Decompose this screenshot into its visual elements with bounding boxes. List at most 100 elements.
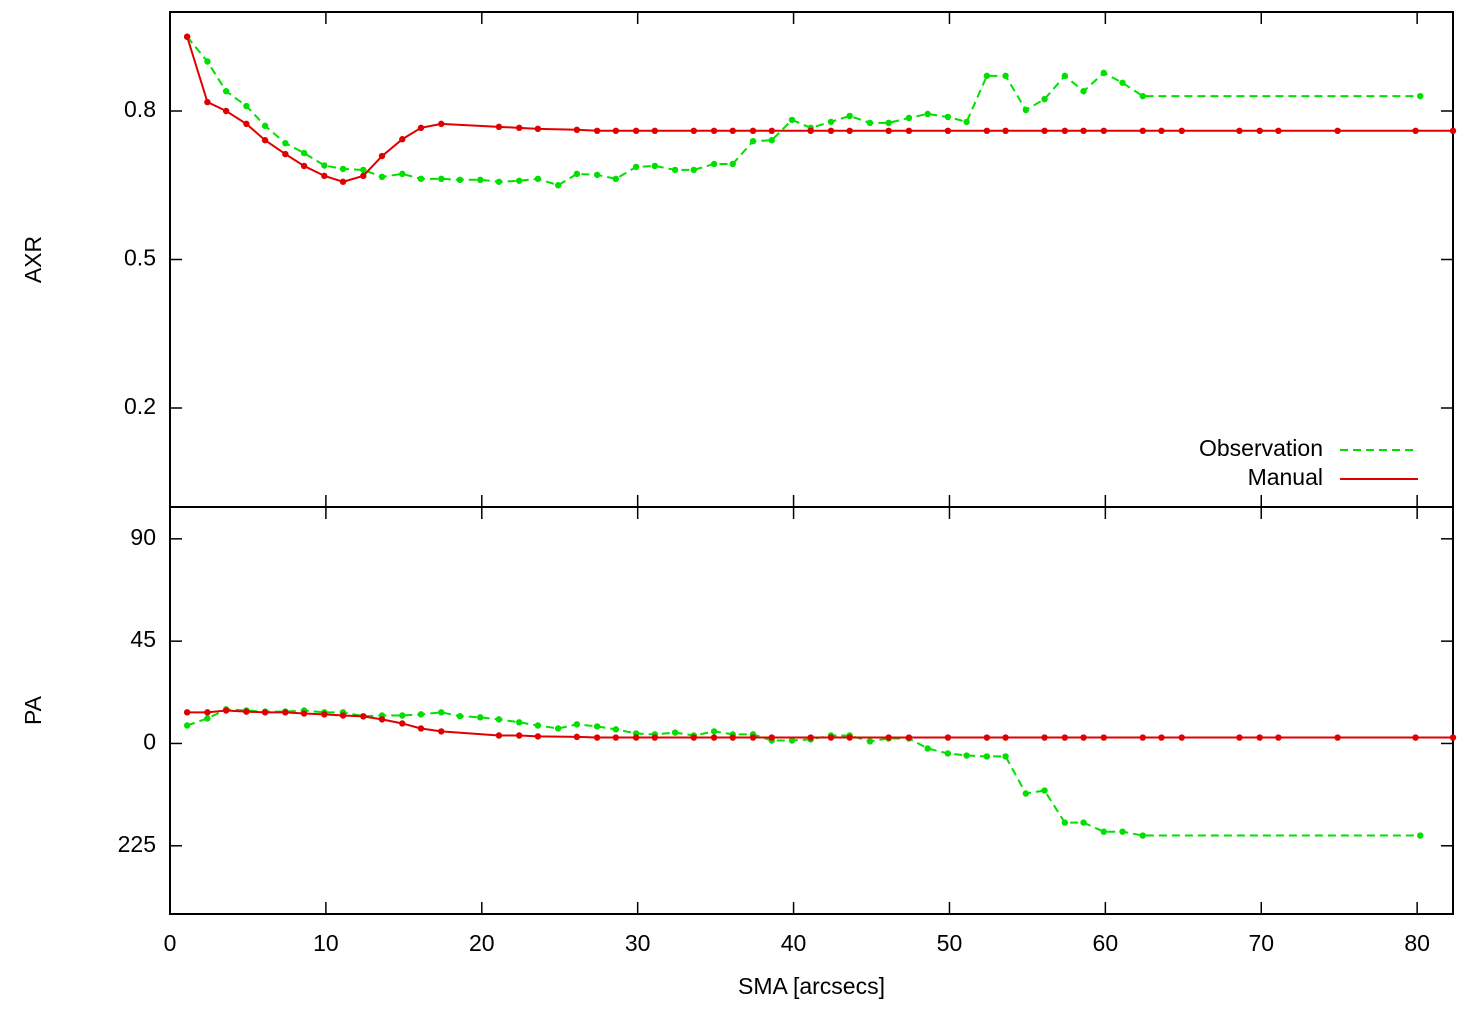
point — [204, 58, 211, 65]
point — [1041, 787, 1048, 794]
x-tick-label: 0 — [164, 930, 177, 956]
point — [417, 124, 425, 132]
point — [690, 127, 698, 134]
x-tick-label: 40 — [781, 930, 807, 956]
point — [495, 123, 503, 131]
x-tick-label: 20 — [469, 930, 495, 956]
point — [1100, 734, 1107, 741]
point — [204, 98, 211, 106]
point — [866, 738, 874, 745]
point — [1002, 72, 1009, 80]
point — [1275, 127, 1282, 134]
point — [321, 162, 328, 169]
point — [1100, 127, 1107, 134]
point — [1100, 828, 1107, 835]
point — [183, 33, 191, 40]
point — [339, 165, 347, 173]
point — [282, 139, 289, 147]
point — [1139, 127, 1146, 134]
point — [846, 127, 853, 134]
point — [456, 712, 464, 720]
point — [360, 713, 367, 720]
point — [1139, 832, 1146, 839]
point — [222, 88, 230, 95]
y-tick-label: 0 — [143, 729, 156, 755]
point — [1119, 828, 1126, 835]
point — [534, 125, 542, 133]
point — [282, 150, 289, 158]
point — [399, 720, 406, 727]
point — [1041, 95, 1048, 103]
point — [438, 120, 445, 128]
point — [905, 127, 913, 134]
point — [1139, 734, 1146, 741]
point — [749, 127, 757, 134]
point — [360, 172, 367, 180]
point — [378, 173, 386, 181]
point — [593, 734, 601, 741]
point — [573, 733, 581, 741]
point — [983, 753, 991, 760]
point — [321, 711, 328, 718]
point — [1061, 734, 1069, 741]
point — [360, 166, 367, 174]
point — [612, 127, 620, 134]
point — [243, 120, 250, 128]
point — [1061, 819, 1069, 826]
point — [768, 137, 775, 144]
point — [710, 728, 718, 735]
point — [749, 137, 757, 145]
point — [866, 119, 874, 127]
point — [516, 732, 523, 739]
point — [1417, 832, 1424, 839]
point — [1275, 734, 1282, 741]
point — [339, 178, 347, 185]
y-tick-label: 225 — [118, 831, 156, 857]
x-tick-label: 10 — [313, 930, 339, 956]
point — [1061, 72, 1069, 80]
point — [183, 722, 191, 729]
point — [788, 116, 796, 124]
point — [944, 127, 952, 134]
point — [1080, 819, 1087, 826]
point — [905, 114, 913, 122]
point — [282, 709, 289, 716]
point — [807, 734, 814, 741]
point — [204, 715, 211, 722]
point — [477, 714, 484, 721]
legend-label: Manual — [1248, 464, 1323, 490]
point — [1236, 127, 1243, 134]
point — [1002, 734, 1009, 741]
point — [1334, 734, 1341, 741]
point — [1236, 734, 1243, 741]
point — [632, 163, 640, 171]
point — [1412, 127, 1419, 134]
point — [495, 732, 503, 739]
point — [1022, 106, 1030, 114]
point — [1412, 734, 1419, 741]
point — [593, 171, 601, 179]
point — [438, 175, 445, 183]
series-line — [186, 708, 1421, 837]
point — [1022, 790, 1030, 797]
point — [243, 102, 250, 110]
y-tick-label: 45 — [130, 626, 156, 652]
point — [924, 745, 931, 752]
point — [1178, 734, 1185, 741]
point — [399, 712, 406, 719]
point — [321, 172, 328, 180]
y-axis-label: PA — [20, 695, 46, 725]
point — [222, 707, 230, 714]
point — [983, 127, 991, 134]
point — [378, 152, 386, 160]
point — [1002, 753, 1009, 760]
point — [573, 721, 581, 728]
point — [477, 176, 484, 184]
point — [749, 734, 757, 741]
x-axis-label: SMA [arcsecs] — [738, 973, 885, 999]
point — [183, 709, 191, 716]
point — [222, 107, 230, 115]
legend-label: Observation — [1199, 435, 1323, 461]
point — [593, 723, 601, 730]
